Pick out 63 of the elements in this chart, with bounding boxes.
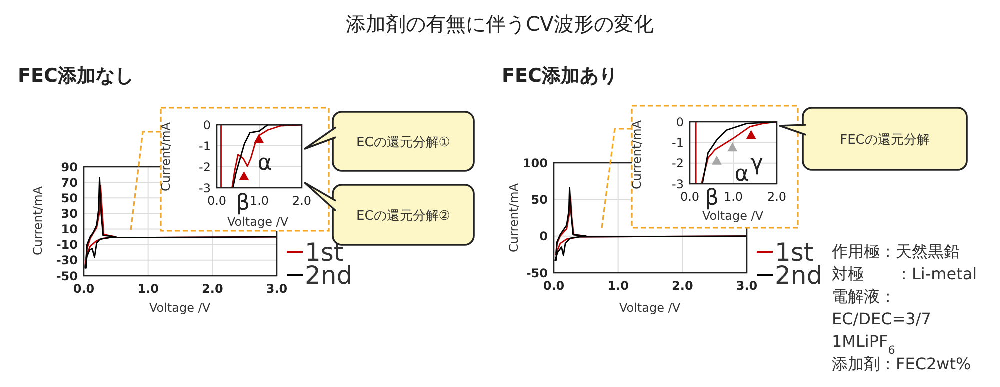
x-axis-title: Voltage /V: [227, 215, 290, 229]
y-tick-label: 30: [61, 207, 78, 222]
x-tick-label: 3.0: [266, 282, 288, 296]
text: 添加剤：FEC2wt%: [832, 354, 972, 374]
y-tick-label: -2: [199, 160, 211, 174]
annotation: α: [258, 151, 272, 176]
y-tick-label: 0: [203, 118, 211, 132]
x-tick-label: 0.0: [73, 282, 95, 296]
y-axis-title: Current/mA: [507, 182, 521, 253]
point: [746, 130, 756, 140]
text: 作用極：天然黒鉛: [831, 242, 960, 261]
point: [712, 156, 722, 165]
text: ECの還元分解②: [356, 209, 450, 224]
x-tick-label: 0.0: [680, 190, 700, 204]
x-tick-label: 2.0: [672, 279, 694, 293]
x-tick-label: 2.0: [202, 282, 224, 296]
point: [728, 142, 738, 152]
text: EC/DEC=3/7: [832, 310, 932, 328]
text: ECの還元分解①: [356, 136, 450, 150]
y-tick-label: -1: [199, 139, 211, 154]
x-tick-label: 2.0: [292, 194, 312, 208]
y-axis-title: Current/mA: [630, 120, 644, 190]
y-tick-label: -3: [199, 181, 211, 196]
y-axis-title: Current/mA: [159, 122, 173, 192]
chart-title: FEC添加なし: [18, 65, 134, 87]
y-tick-label: 0: [540, 230, 548, 244]
y-tick-label: 50: [61, 191, 78, 206]
annotation: β: [236, 191, 250, 216]
x-tick-label: 1.0: [724, 190, 744, 204]
annotation: β: [704, 186, 720, 211]
text: 電解液：: [832, 287, 896, 306]
x-tick-label: 1.0: [138, 282, 159, 296]
y-tick-label: 10: [61, 222, 78, 237]
x-tick-label: 3.0: [736, 279, 758, 293]
y-tick-label: -1: [672, 136, 684, 150]
x-tick-label: 2.0: [767, 190, 787, 204]
y-axis-title: Current/mA: [31, 186, 45, 256]
annotation: γ: [750, 151, 764, 176]
x-axis-title: Voltage /V: [619, 301, 682, 315]
y-tick-label: 90: [61, 160, 78, 174]
y-tick-label: -3: [672, 177, 684, 192]
y-tick-label: 0: [676, 115, 684, 130]
text: FECの還元分解: [840, 133, 930, 148]
y-tick-label: 50: [531, 192, 548, 207]
y-tick-label: -30: [56, 254, 78, 268]
y-tick-label: 70: [61, 176, 78, 190]
line-series: [554, 187, 747, 262]
x-tick-label: 1.0: [608, 279, 629, 293]
chart-title: FEC添加あり: [502, 65, 618, 87]
y-tick-label: -10: [56, 238, 78, 252]
x-tick-label: 1.0: [250, 194, 270, 208]
text: 1MLiPF$_{6}$: [832, 332, 896, 356]
text: 対極 ：Li-metal: [832, 264, 978, 284]
x-tick-label: 0.0: [207, 194, 227, 208]
x-axis-title: Voltage /V: [702, 209, 764, 223]
text: 添加剤の有無に伴うCV波形の変化: [346, 12, 654, 36]
x-tick-label: 0.0: [543, 279, 565, 293]
y-tick-label: -50: [56, 269, 78, 284]
x-axis-title: Voltage /V: [149, 301, 212, 315]
y-tick-label: -2: [672, 156, 684, 171]
annotation: α: [734, 162, 750, 187]
y-tick-label: 100: [522, 156, 548, 170]
y-tick-label: -50: [526, 266, 548, 280]
